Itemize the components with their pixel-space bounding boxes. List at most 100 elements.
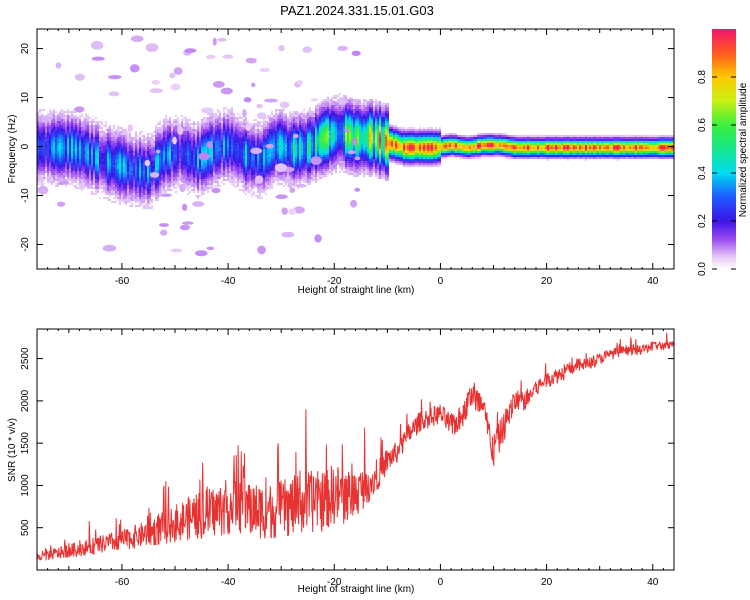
heatmap-cell (181, 147, 183, 149)
heatmap-cell (113, 161, 115, 163)
heatmap-cell (75, 111, 77, 113)
heatmap-cell (291, 131, 293, 133)
heatmap-cell (75, 153, 77, 155)
heatmap-cell (83, 123, 85, 125)
heatmap-cell (231, 107, 233, 109)
heatmap-cell (173, 173, 175, 175)
heatmap-cell (73, 131, 75, 133)
heatmap-cell (75, 147, 77, 149)
heatmap-cell (197, 183, 199, 185)
heatmap-cell (233, 169, 235, 171)
heatmap-cell (97, 149, 99, 151)
heatmap-cell (237, 129, 239, 131)
heatmap-cell (217, 121, 219, 123)
heatmap-cell (291, 149, 293, 151)
heatmap-cell (85, 161, 87, 163)
heatmap-cell (303, 135, 305, 137)
heatmap-cell (231, 169, 233, 171)
heatmap-cell (91, 147, 93, 149)
heatmap-cell (233, 113, 235, 115)
heatmap-cell (243, 163, 245, 165)
heatmap-cell (263, 191, 265, 193)
heatmap-cell (81, 163, 83, 165)
heatmap-cell (211, 135, 213, 137)
heatmap-cell (95, 187, 97, 189)
heatmap-cell (133, 151, 135, 153)
heatmap-cell (309, 163, 311, 165)
heatmap-cell (135, 163, 137, 165)
heatmap-cell (83, 145, 85, 147)
heatmap-cell (173, 175, 175, 177)
heatmap-cell (211, 147, 213, 149)
heatmap-cell (225, 151, 227, 153)
heatmap-cell (133, 171, 135, 173)
heatmap-cell (125, 145, 127, 147)
heatmap-cell (309, 153, 311, 155)
heatmap-cell (135, 169, 137, 171)
heatmap-cell (163, 151, 165, 153)
heatmap-cell (155, 149, 157, 151)
heatmap-cell (277, 159, 279, 161)
heatmap-cell (253, 119, 255, 121)
heatmap-cell (283, 147, 285, 149)
heatmap-cell (155, 161, 157, 163)
heatmap-cell (305, 177, 307, 179)
heatmap-cell (223, 153, 225, 155)
heatmap-cell (117, 189, 119, 191)
heatmap-cell (97, 177, 99, 179)
heatmap-cell (211, 155, 213, 157)
heatmap-cell (305, 165, 307, 167)
heatmap-cell (301, 177, 303, 179)
heatmap-cell (211, 183, 213, 185)
heatmap-cell (73, 145, 75, 147)
heatmap-cell (113, 191, 115, 193)
heatmap-cell (65, 129, 67, 131)
heatmap-cell (303, 153, 305, 155)
heatmap-cell (217, 163, 219, 165)
heatmap-cell (93, 139, 95, 141)
heatmap-cell (131, 165, 133, 167)
heatmap-cell (119, 175, 121, 177)
heatmap-cell (139, 177, 141, 179)
heatmap-cell (233, 125, 235, 127)
heatmap-cell (163, 123, 165, 125)
heatmap-cell (159, 177, 161, 179)
heatmap-cell (47, 155, 49, 157)
heatmap-cell (101, 165, 103, 167)
heatmap-cell (247, 191, 249, 193)
heatmap-cell (67, 143, 69, 145)
heatmap-cell (259, 159, 261, 161)
heatmap-cell (43, 131, 45, 133)
heatmap-cell (185, 135, 187, 137)
heatmap-cell (239, 153, 241, 155)
heatmap-cell (57, 149, 59, 151)
heatmap-cell (85, 141, 87, 143)
heatmap-cell (185, 185, 187, 187)
heatmap-cell (165, 157, 167, 159)
heatmap-cell (307, 149, 309, 151)
heatmap-cell (117, 171, 119, 173)
heatmap-cell (273, 119, 275, 121)
heatmap-cell (61, 109, 63, 111)
heatmap-cell (145, 183, 147, 185)
heatmap-cell (279, 115, 281, 117)
heatmap-cell (99, 171, 101, 173)
heatmap-cell (311, 125, 313, 127)
heatmap-cell (161, 187, 163, 189)
heatmap-cell (193, 163, 195, 165)
heatmap-cell (131, 155, 133, 157)
heatmap-cell (79, 125, 81, 127)
heatmap-cell (123, 143, 125, 145)
heatmap-cell (299, 113, 301, 115)
heatmap-cell (227, 179, 229, 181)
heatmap-cell (57, 145, 59, 147)
heatmap-cell (227, 137, 229, 139)
heatmap-cell (157, 165, 159, 167)
heatmap-cell (77, 157, 79, 159)
heatmap-cell (259, 131, 261, 133)
heatmap-cell (223, 163, 225, 165)
heatmap-cell (75, 151, 77, 153)
heatmap-cell (113, 133, 115, 135)
heatmap-cell (103, 147, 105, 149)
heatmap-cell (107, 161, 109, 163)
